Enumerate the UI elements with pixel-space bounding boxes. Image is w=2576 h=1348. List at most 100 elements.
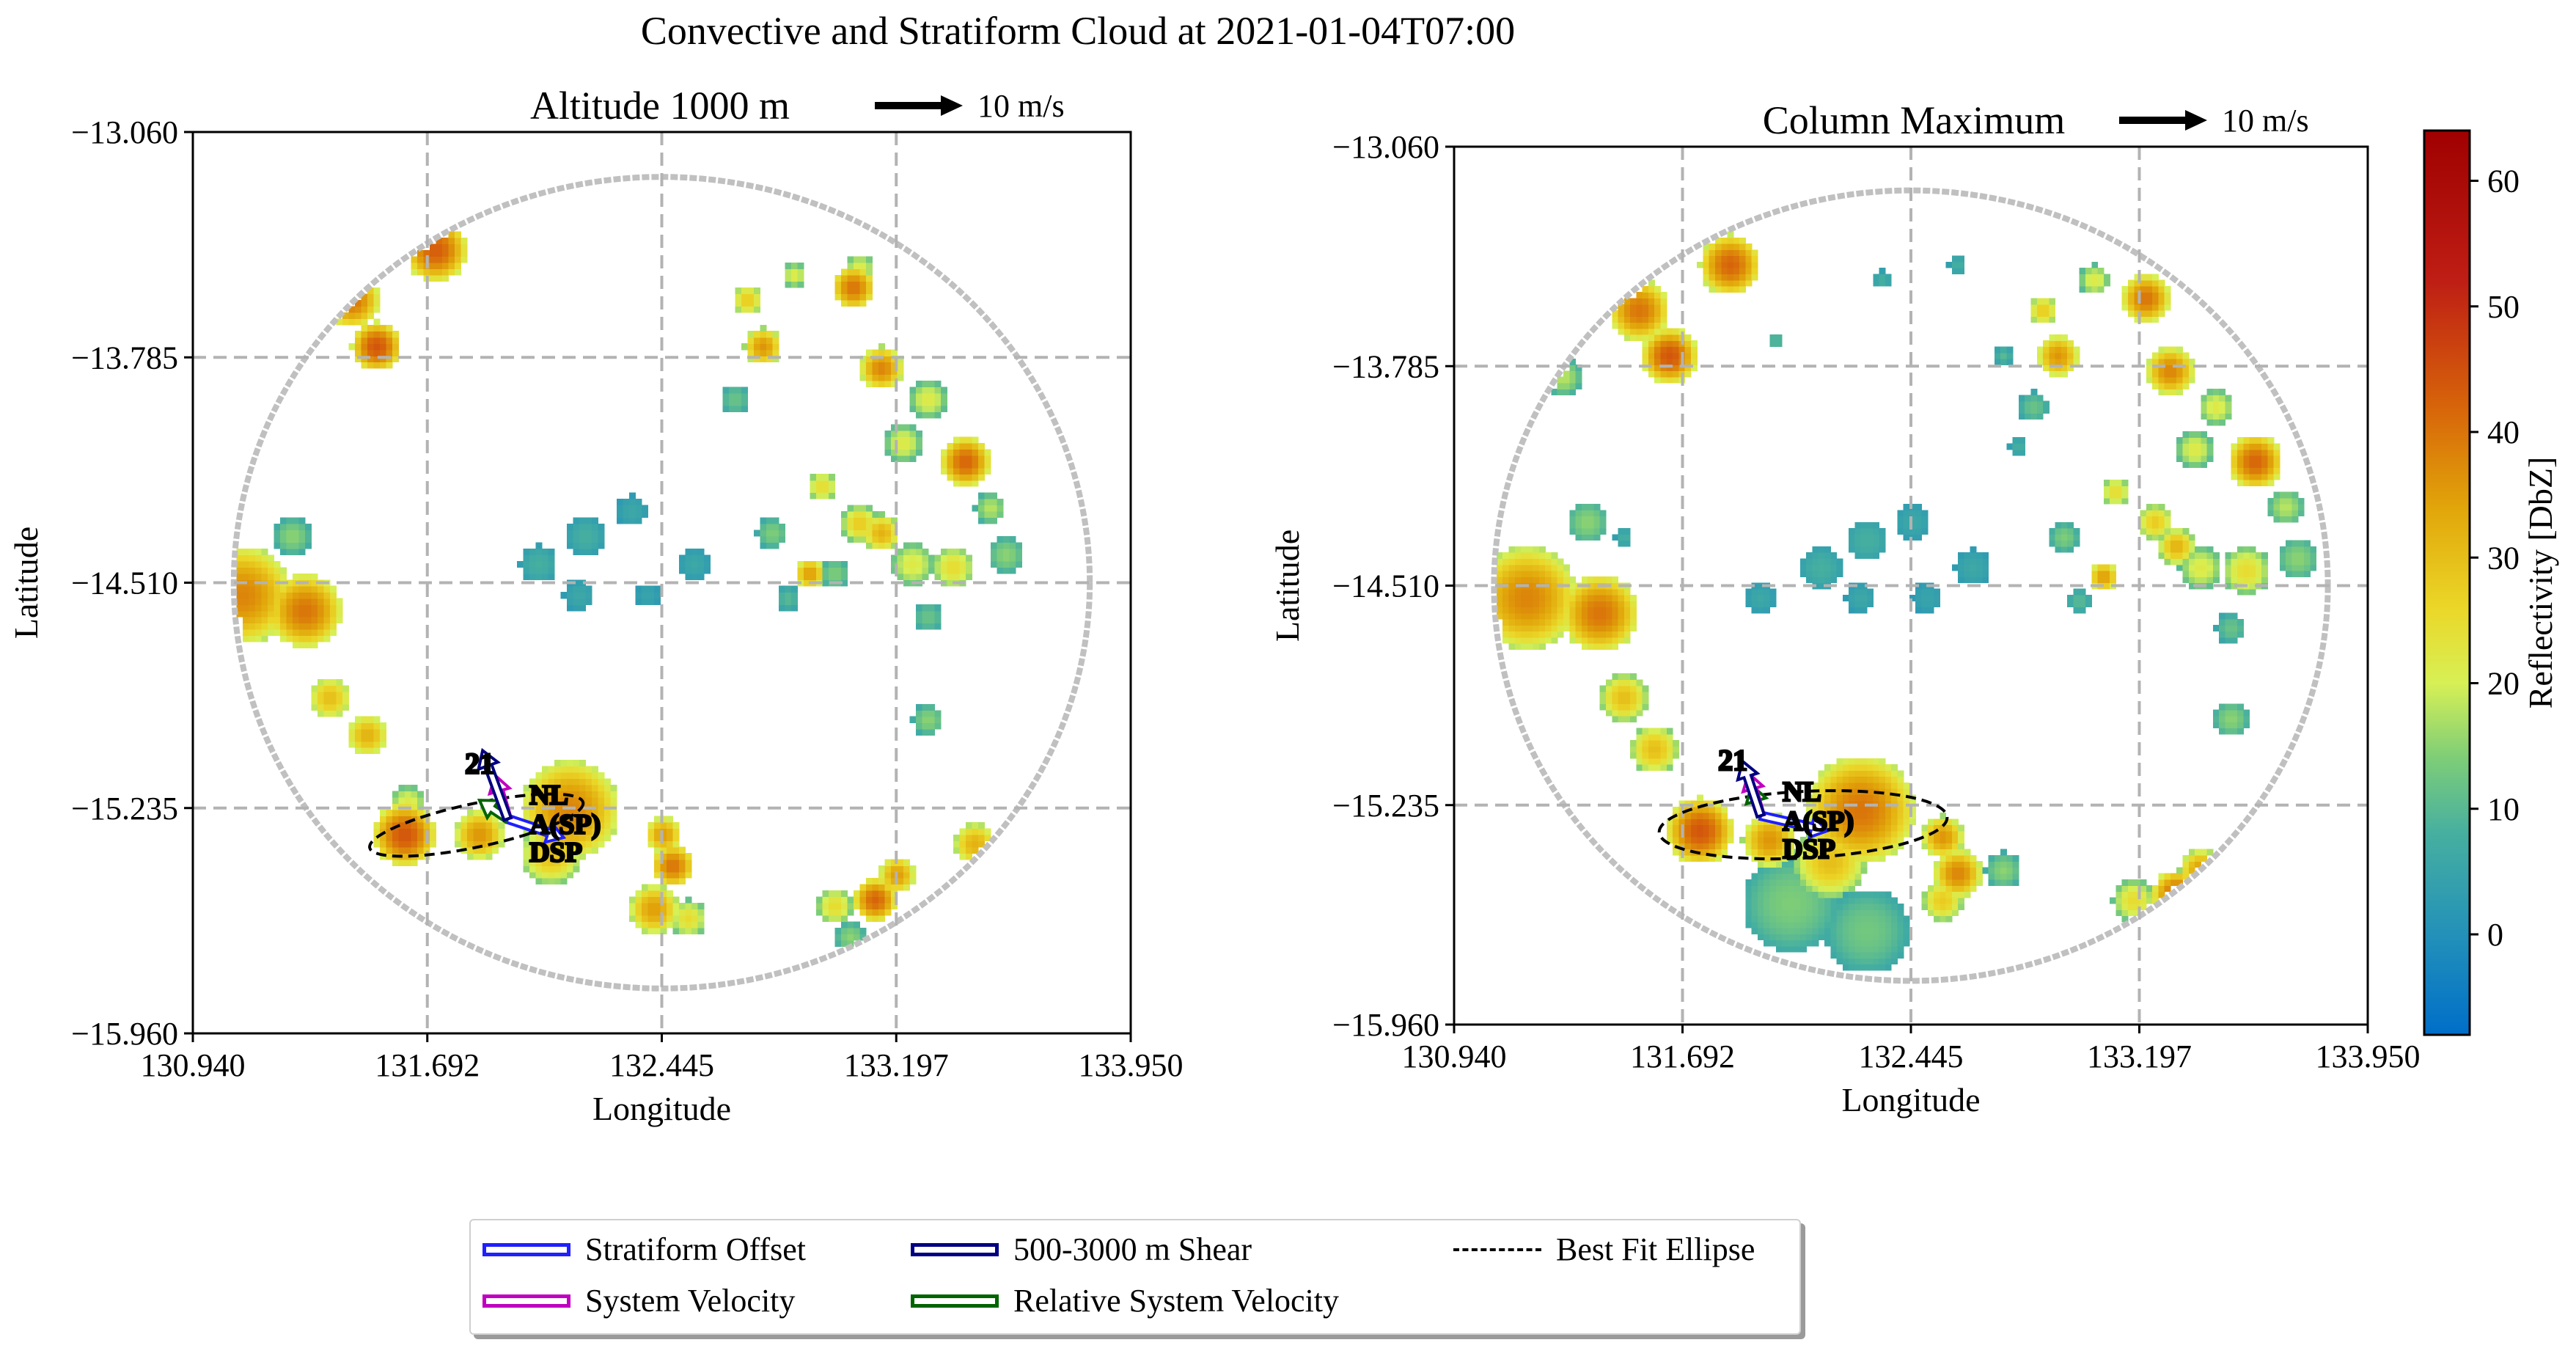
- reflectivity-cell: [977, 442, 985, 450]
- x-axis-label: Longitude: [592, 1090, 731, 1127]
- reflectivity-cell: [810, 486, 817, 494]
- reflectivity-cell: [323, 697, 331, 705]
- reflectivity-cell: [635, 890, 642, 898]
- reflectivity-cell: [653, 884, 661, 891]
- reflectivity-cell: [878, 890, 885, 898]
- reflectivity-cell: [2225, 413, 2232, 420]
- reflectivity-cell: [286, 548, 293, 555]
- reflectivity-cell: [2140, 285, 2147, 293]
- reflectivity-cell: [653, 865, 661, 873]
- reflectivity-cell: [236, 573, 243, 580]
- reflectivity-cell: [1860, 758, 1868, 765]
- reflectivity-cell: [2134, 292, 2141, 298]
- reflectivity-cell: [1849, 873, 1855, 880]
- reflectivity-cell: [678, 927, 686, 934]
- reflectivity-cell: [1745, 279, 1753, 287]
- reflectivity-cell: [766, 542, 773, 549]
- reflectivity-cell: [1830, 837, 1838, 843]
- reflectivity-cell: [1533, 612, 1540, 620]
- reflectivity-cell: [1654, 376, 1662, 384]
- reflectivity-cell: [1654, 746, 1662, 753]
- reflectivity-cell: [380, 735, 387, 742]
- reflectivity-cell: [1599, 685, 1607, 692]
- reflectivity-cell: [1788, 945, 1795, 953]
- reflectivity-cell: [822, 573, 829, 580]
- reflectivity-cell: [947, 442, 954, 450]
- reflectivity-cell: [2170, 552, 2177, 559]
- reflectivity-cell: [934, 604, 942, 612]
- reflectivity-cell: [535, 567, 543, 574]
- reflectivity-cell: [2164, 352, 2171, 359]
- reflectivity-cell: [1836, 867, 1843, 874]
- reflectivity-cell: [1758, 830, 1764, 838]
- reflectivity-cell: [1533, 631, 1540, 638]
- reflectivity-cell: [541, 859, 548, 866]
- reflectivity-cell: [660, 846, 667, 854]
- stratiform-offset-swatch: [482, 1242, 570, 1256]
- reflectivity-cell: [1563, 625, 1570, 632]
- reflectivity-cell: [1618, 703, 1625, 711]
- reflectivity-cell: [1873, 521, 1880, 529]
- reflectivity-cell: [947, 548, 954, 555]
- reflectivity-cell: [1879, 534, 1886, 541]
- reflectivity-cell: [766, 356, 773, 363]
- reflectivity-cell: [884, 362, 892, 369]
- reflectivity-cell: [1758, 903, 1764, 910]
- reflectivity-cell: [853, 268, 860, 276]
- reflectivity-cell: [1897, 951, 1904, 959]
- reflectivity-cell: [909, 716, 917, 723]
- reflectivity-cell: [678, 878, 686, 885]
- reflectivity-cell: [1958, 576, 1965, 583]
- reflectivity-cell: [1521, 612, 1527, 620]
- reflectivity-cell: [293, 530, 300, 537]
- reflectivity-cell: [598, 524, 605, 531]
- reflectivity-cell: [1867, 758, 1874, 765]
- reflectivity-cell: [1569, 607, 1577, 614]
- reflectivity-cell: [2201, 437, 2208, 444]
- reflectivity-cell: [1623, 703, 1631, 711]
- reflectivity-cell: [1879, 897, 1886, 904]
- reflectivity-cell: [2049, 540, 2056, 547]
- reflectivity-cell: [1612, 534, 1619, 541]
- reflectivity-cell: [2152, 885, 2159, 892]
- reflectivity-cell: [1934, 601, 1940, 607]
- reflectivity-cell: [1849, 528, 1855, 535]
- reflectivity-cell: [1867, 818, 1874, 826]
- reflectivity-cell: [840, 903, 848, 910]
- reflectivity-cell: [741, 405, 748, 412]
- reflectivity-cell: [1818, 927, 1825, 934]
- reflectivity-cell: [1849, 837, 1855, 843]
- reflectivity-cell: [280, 610, 287, 618]
- reflectivity-cell: [2182, 534, 2190, 541]
- reflectivity-cell: [280, 623, 287, 630]
- reflectivity-cell: [298, 623, 306, 630]
- reflectivity-cell: [853, 511, 860, 519]
- reflectivity-cell: [2019, 407, 2025, 414]
- reflectivity-cell: [2201, 570, 2208, 577]
- reflectivity-cell: [323, 678, 331, 686]
- reflectivity-cell: [1745, 588, 1753, 596]
- reflectivity-cell: [603, 809, 611, 816]
- reflectivity-cell: [1727, 255, 1734, 263]
- reflectivity-cell: [1497, 570, 1503, 577]
- reflectivity-cell: [853, 293, 860, 301]
- reflectivity-cell: [1684, 334, 1692, 341]
- reflectivity-cell: [2152, 521, 2159, 529]
- reflectivity-cell: [2049, 304, 2056, 311]
- reflectivity-cell: [2025, 407, 2032, 414]
- reflectivity-cell: [1854, 861, 1862, 868]
- reflectivity-cell: [1867, 764, 1874, 771]
- reflectivity-cell: [697, 554, 705, 562]
- reflectivity-cell: [1684, 358, 1692, 365]
- reflectivity-cell: [1854, 945, 1862, 953]
- reflectivity-cell: [1842, 776, 1849, 783]
- reflectivity-cell: [1575, 612, 1582, 620]
- reflectivity-cell: [336, 617, 343, 624]
- reflectivity-cell: [1854, 782, 1862, 789]
- reflectivity-cell: [2182, 431, 2190, 438]
- reflectivity-cell: [1873, 534, 1880, 541]
- reflectivity-cell: [1976, 576, 1983, 583]
- reflectivity-cell: [890, 560, 898, 568]
- reflectivity-cell: [535, 853, 543, 860]
- reflectivity-cell: [635, 921, 642, 928]
